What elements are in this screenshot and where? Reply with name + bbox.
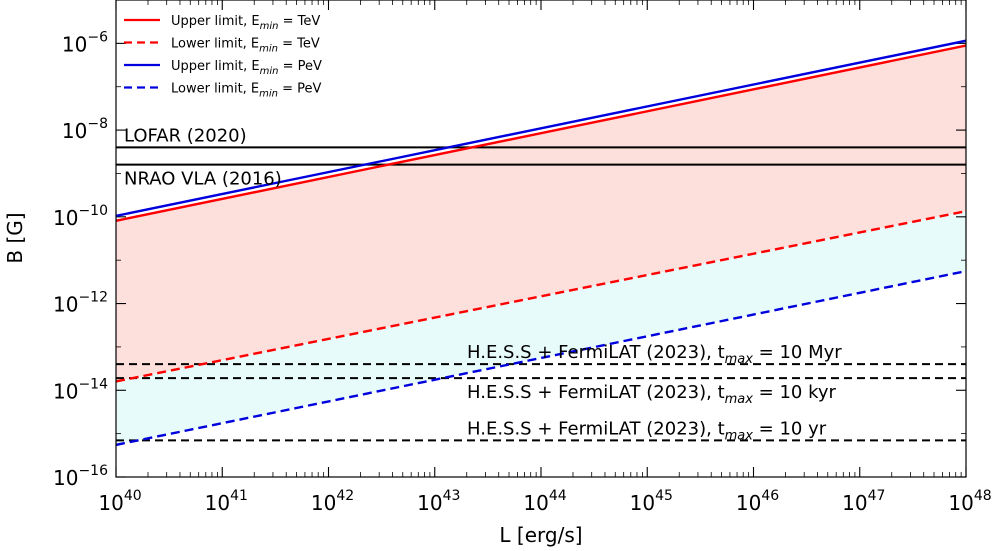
legend: Upper limit, Emin = TeV Lower limit, Emin… [124, 14, 322, 100]
series-line-3 [116, 269, 966, 447]
x-tick-label: 1048 [948, 488, 991, 515]
y-tick-label: 10−14 [53, 376, 108, 403]
shaded-regions [116, 45, 966, 445]
legend-label-2: Upper limit, Emin = PeV [171, 59, 322, 77]
x-tick-label: 1043 [417, 488, 460, 515]
plot-frame [115, 0, 967, 478]
legend-label-0: Upper limit, Emin = TeV [171, 14, 320, 32]
x-tick-label: 1046 [736, 488, 779, 515]
x-tick-label: 1042 [311, 488, 354, 515]
tick-labels: 1040 1041 1042 1043 1044 1045 1046 1047 1048 10−6… [53, 29, 992, 515]
reference-lines [116, 146, 966, 442]
series-lines [116, 39, 966, 447]
legend-label-1: Lower limit, Emin = TeV [171, 37, 320, 55]
series-line-2 [116, 39, 966, 218]
x-tick-label: 1041 [205, 488, 248, 515]
legend-label-3: Lower limit, Emin = PeV [171, 82, 322, 100]
reference-label-3: H.E.S.S + FermiLAT (2023), tmax = 10 kyr [467, 382, 837, 407]
y-tick-label: 10−10 [53, 203, 108, 230]
series-line-0 [116, 44, 966, 222]
x-tick-label: 1047 [842, 488, 885, 515]
shaded-region-tev [116, 45, 966, 382]
series-line-1 [116, 209, 966, 383]
y-tick-label: 10−12 [53, 290, 108, 317]
y-axis-label: B [G] [3, 212, 27, 263]
reference-labels: LOFAR (2020) NRAO VLA (2016) H.E.S.S + Fer… [124, 125, 842, 443]
reference-label-2: H.E.S.S + FermiLAT (2023), tmax = 10 Myr [467, 342, 842, 367]
shaded-region-pev [116, 211, 966, 445]
x-tick-label: 1040 [98, 488, 141, 515]
reference-label-4: H.E.S.S + FermiLAT (2023), tmax = 10 yr [467, 418, 827, 443]
x-axis-label: L [erg/s] [499, 523, 582, 547]
y-tick-label: 10−8 [62, 116, 108, 143]
y-tick-label: 10−6 [62, 29, 108, 56]
reference-label-0: LOFAR (2020) [124, 125, 247, 146]
x-tick-label: 1045 [630, 488, 673, 515]
y-tick-label: 10−16 [53, 463, 108, 490]
x-tick-label: 1044 [523, 488, 566, 515]
reference-label-1: NRAO VLA (2016) [124, 169, 282, 190]
